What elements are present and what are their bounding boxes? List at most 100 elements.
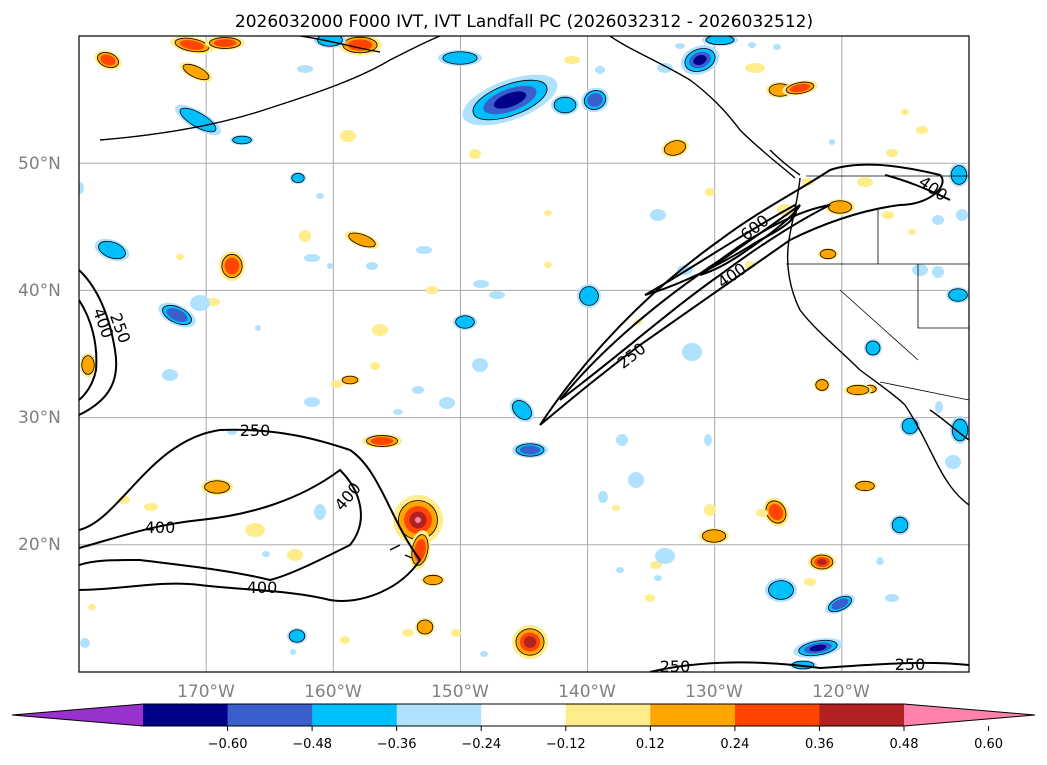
pc-blob-level: [768, 580, 794, 600]
ivt-contour-250-west: [79, 269, 118, 416]
pc-positive-blob: [415, 618, 435, 636]
pc-blob-level: [855, 480, 875, 492]
pc-negative-blob: [885, 594, 899, 602]
pc-negative-blob: [366, 262, 378, 270]
pc-negative-blob: [595, 66, 605, 74]
pc-blob-level: [179, 107, 217, 133]
lon-label-150w: 150°W: [431, 682, 489, 702]
pc-positive-blob: [176, 254, 184, 260]
pc-negative-blob: [704, 434, 712, 446]
pc-blob-level: [675, 43, 685, 49]
pc-blob-level: [932, 215, 944, 225]
pc-negative-blob: [262, 551, 270, 557]
pc-negative-blob: [438, 50, 482, 66]
pc-positive-blob: [908, 229, 916, 235]
ivt-label-250-a: 250: [240, 421, 271, 440]
pc-blob-level: [756, 509, 768, 517]
pc-blob-level: [255, 325, 261, 331]
colorbar-segment: [227, 704, 313, 726]
pc-blob-level: [916, 126, 928, 134]
pc-positive-blob: [340, 130, 356, 142]
coastline-alaska-peninsula: [99, 36, 441, 141]
pc-positive-blob: [340, 375, 360, 385]
colorbar-tick-label: 0.36: [805, 737, 834, 752]
pc-blob-level: [473, 280, 489, 288]
pc-blob-level: [654, 575, 662, 581]
pc-negative-blob: [287, 628, 307, 644]
pc-negative-blob: [945, 455, 961, 469]
pc-negative-blob: [162, 369, 178, 381]
pc-blob-level: [144, 503, 158, 511]
pc-blob-level: [162, 369, 178, 381]
pc-positive-blob: [756, 509, 768, 517]
pc-negative-blob: [702, 36, 738, 46]
pc-negative-blob: [932, 215, 944, 225]
border-state-4: [839, 289, 919, 361]
ivt-label-400-a: 400: [145, 518, 176, 537]
pc-blob-level: [865, 340, 881, 356]
pc-negative-blob: [912, 264, 928, 276]
pc-blob-level: [88, 604, 96, 610]
pc-blob-level: [790, 83, 810, 93]
pc-blob-level: [595, 66, 605, 74]
pc-positive-blob: [144, 503, 158, 511]
pc-negative-blob: [616, 567, 624, 573]
pc-blob-level: [489, 291, 505, 299]
lat-label-30n: 30°N: [18, 408, 61, 428]
map-frame: [78, 35, 970, 673]
pc-negative-blob: [316, 193, 324, 199]
pc-blob-level: [204, 480, 230, 494]
pc-negative-blob: [453, 314, 477, 330]
pc-filled-contours: [79, 36, 969, 670]
colorbar-outline: [11, 703, 1036, 727]
pc-negative-blob: [393, 409, 403, 415]
lon-label-140w: 140°W: [558, 682, 616, 702]
pc-positive-blob: [287, 549, 303, 561]
pc-positive-blob: [661, 138, 689, 158]
pc-blob-level: [809, 644, 827, 652]
ivt-contour-400-ar: [559, 204, 831, 401]
pc-blob-level: [663, 140, 687, 156]
pc-blob-level: [370, 362, 380, 370]
pc-blob-level: [693, 54, 707, 66]
colorbar-tick-label: −0.24: [461, 737, 501, 752]
pc-blob-level: [288, 629, 306, 643]
ivt-contour-250-subtrop: [79, 428, 422, 602]
coastline-gulf-alaska: [609, 36, 796, 179]
ivt-contour-250-ar: [539, 163, 944, 426]
pc-positive-blob: [421, 574, 445, 586]
pc-negative-blob: [946, 287, 969, 303]
coastline-bc-islands: [769, 149, 801, 176]
pc-negative-blob: [864, 339, 882, 357]
pc-negative-blob: [829, 139, 835, 145]
pc-blob-level: [416, 619, 434, 635]
pc-positive-blob: [331, 380, 343, 388]
pc-blob-level: [831, 598, 849, 610]
pc-negative-blob: [773, 44, 781, 50]
pc-blob-level: [331, 380, 343, 388]
pc-blob-level: [612, 505, 620, 511]
pc-negative-blob: [439, 397, 455, 409]
pc-negative-blob: [949, 163, 969, 187]
pc-blob-level: [347, 39, 373, 51]
pc-negative-blob: [628, 472, 644, 488]
pc-negative-blob: [682, 343, 702, 361]
pc-negative-blob: [655, 548, 675, 564]
ivt-contour-600: [699, 204, 801, 276]
pc-negative-blob: [765, 578, 797, 602]
pc-positive-blob: [704, 504, 716, 516]
pc-positive-blob: [705, 188, 715, 196]
colorbar-segment: [312, 704, 398, 726]
pc-blob-level: [553, 96, 577, 114]
pc-negative-blob: [793, 638, 843, 658]
pc-negative-blob: [79, 182, 84, 194]
pc-blob-level: [81, 355, 95, 375]
pc-positive-blob: [344, 230, 380, 250]
colorbar-extend-low: [12, 704, 143, 726]
pc-negative-blob: [297, 65, 313, 73]
pc-blob-level: [544, 262, 552, 268]
figure-title: 2026032000 F000 IVT, IVT Landfall PC (20…: [235, 12, 813, 32]
pc-positive-blob: [88, 604, 96, 610]
pc-blob-level: [80, 638, 90, 648]
